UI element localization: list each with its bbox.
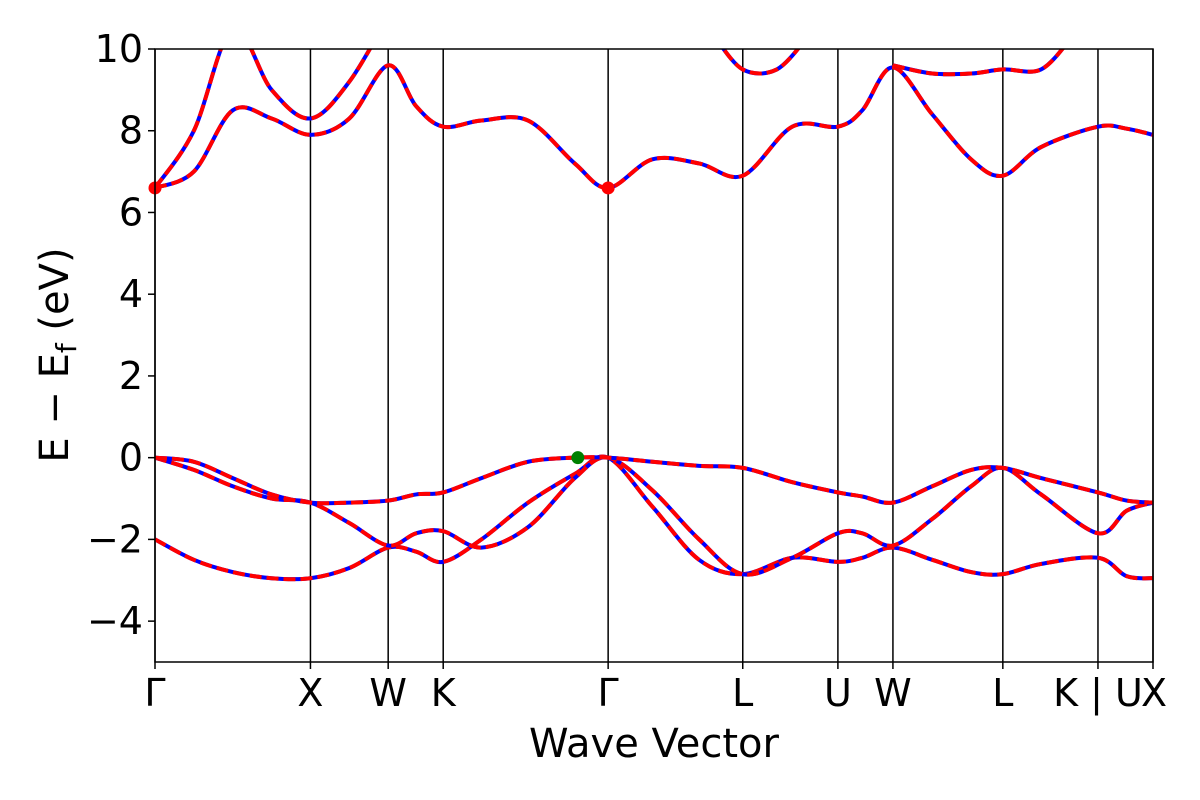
band-line-dashed-3 <box>155 63 1153 190</box>
plot-frame <box>154 48 1154 663</box>
y-tick-label: −4 <box>87 599 143 643</box>
x-tick-label: W <box>874 671 912 715</box>
x-tick-label: X <box>1141 671 1167 715</box>
x-tick-label: U <box>824 671 852 715</box>
x-tick-label: L <box>732 671 753 715</box>
band-line-dashed-6 <box>892 49 1065 77</box>
x-tick-label: X <box>297 671 323 715</box>
vbm-marker <box>571 451 585 465</box>
x-tick-label: K | U <box>1053 671 1143 716</box>
band-line-dashed-4 <box>155 49 373 190</box>
y-tick-label: −2 <box>87 517 143 561</box>
band-line-dashed-2 <box>155 455 1153 506</box>
x-tick-label: W <box>369 671 407 715</box>
band-line-dashed-1 <box>155 455 1153 577</box>
x-tick-label: Γ <box>144 671 165 715</box>
y-tick-label: 6 <box>119 190 143 234</box>
y-tick-label: 8 <box>119 109 143 153</box>
extrema-markers <box>148 181 615 465</box>
y-tick-label: 2 <box>119 354 143 398</box>
band-line-dashed-5 <box>721 49 801 76</box>
y-axis-label: E − Ef (eV) <box>32 247 83 462</box>
band-lines <box>155 49 1153 582</box>
y-tick-label: 4 <box>119 272 143 316</box>
y-tick-label: 0 <box>119 436 143 480</box>
high-symmetry-lines <box>154 49 1154 662</box>
cbm-marker-gamma <box>601 181 615 195</box>
y-axis-ticks: −4 −2 0 2 4 6 8 10 <box>87 27 155 643</box>
x-tick-label: L <box>992 671 1013 715</box>
y-tick-label: 10 <box>95 27 143 71</box>
x-tick-label: Γ <box>598 671 619 715</box>
x-tick-label: K <box>431 671 457 715</box>
x-axis-label: Wave Vector <box>529 721 780 767</box>
band-line-dashed-0 <box>155 454 1153 582</box>
band-line-solid-4 <box>155 49 373 190</box>
